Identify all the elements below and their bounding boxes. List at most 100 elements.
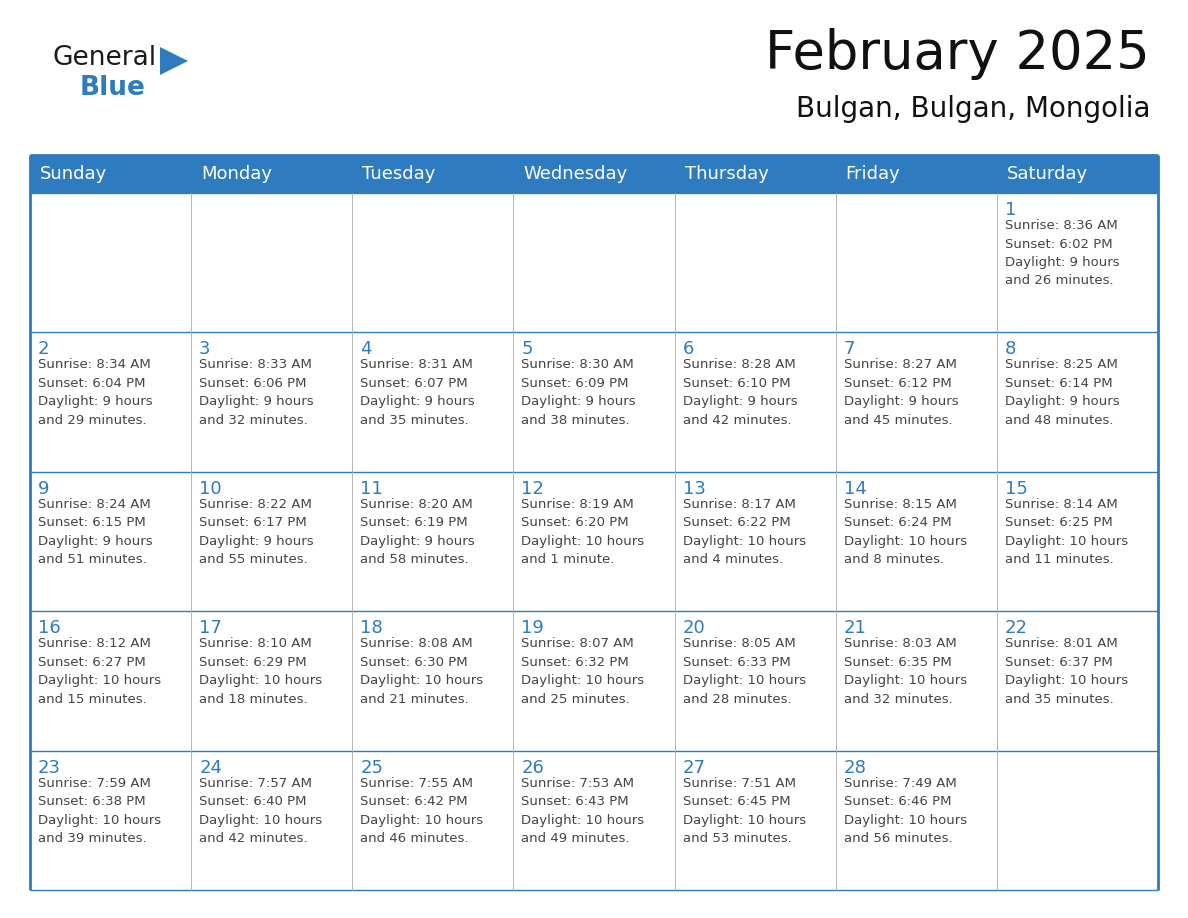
Bar: [353, 611, 513, 751]
Text: 7: 7: [843, 341, 855, 358]
Text: Sunrise: 7:49 AM
Sunset: 6:46 PM
Daylight: 10 hours
and 56 minutes.: Sunrise: 7:49 AM Sunset: 6:46 PM Dayligh…: [843, 777, 967, 845]
Text: Bulgan, Bulgan, Mongolia: Bulgan, Bulgan, Mongolia: [796, 95, 1150, 123]
Bar: [997, 155, 1158, 193]
Text: Sunrise: 8:01 AM
Sunset: 6:37 PM
Daylight: 10 hours
and 35 minutes.: Sunrise: 8:01 AM Sunset: 6:37 PM Dayligh…: [1005, 637, 1127, 706]
Text: 24: 24: [200, 758, 222, 777]
Text: Sunrise: 7:51 AM
Sunset: 6:45 PM
Daylight: 10 hours
and 53 minutes.: Sunrise: 7:51 AM Sunset: 6:45 PM Dayligh…: [683, 777, 805, 845]
Bar: [513, 193, 675, 332]
Bar: [30, 611, 191, 751]
Bar: [30, 332, 191, 472]
Bar: [353, 193, 513, 332]
Text: Sunrise: 8:05 AM
Sunset: 6:33 PM
Daylight: 10 hours
and 28 minutes.: Sunrise: 8:05 AM Sunset: 6:33 PM Dayligh…: [683, 637, 805, 706]
Bar: [513, 332, 675, 472]
Bar: [997, 472, 1158, 611]
Text: Sunrise: 8:14 AM
Sunset: 6:25 PM
Daylight: 10 hours
and 11 minutes.: Sunrise: 8:14 AM Sunset: 6:25 PM Dayligh…: [1005, 498, 1127, 566]
Text: 17: 17: [200, 620, 222, 637]
Text: Sunrise: 8:36 AM
Sunset: 6:02 PM
Daylight: 9 hours
and 26 minutes.: Sunrise: 8:36 AM Sunset: 6:02 PM Dayligh…: [1005, 219, 1119, 287]
Text: 9: 9: [38, 480, 50, 498]
Bar: [30, 193, 191, 332]
Bar: [835, 472, 997, 611]
Text: 18: 18: [360, 620, 383, 637]
Text: 3: 3: [200, 341, 210, 358]
Bar: [30, 751, 191, 890]
Text: Sunrise: 7:55 AM
Sunset: 6:42 PM
Daylight: 10 hours
and 46 minutes.: Sunrise: 7:55 AM Sunset: 6:42 PM Dayligh…: [360, 777, 484, 845]
Text: Sunrise: 8:27 AM
Sunset: 6:12 PM
Daylight: 9 hours
and 45 minutes.: Sunrise: 8:27 AM Sunset: 6:12 PM Dayligh…: [843, 358, 959, 427]
Text: 14: 14: [843, 480, 866, 498]
Bar: [353, 751, 513, 890]
Text: 4: 4: [360, 341, 372, 358]
Text: 21: 21: [843, 620, 866, 637]
Bar: [191, 193, 353, 332]
Text: 19: 19: [522, 620, 544, 637]
Text: 2: 2: [38, 341, 50, 358]
Bar: [353, 155, 513, 193]
Bar: [675, 751, 835, 890]
Bar: [997, 751, 1158, 890]
Bar: [835, 193, 997, 332]
Bar: [191, 472, 353, 611]
Bar: [675, 472, 835, 611]
Text: Sunrise: 7:53 AM
Sunset: 6:43 PM
Daylight: 10 hours
and 49 minutes.: Sunrise: 7:53 AM Sunset: 6:43 PM Dayligh…: [522, 777, 645, 845]
Bar: [353, 472, 513, 611]
Text: Sunrise: 8:33 AM
Sunset: 6:06 PM
Daylight: 9 hours
and 32 minutes.: Sunrise: 8:33 AM Sunset: 6:06 PM Dayligh…: [200, 358, 314, 427]
Text: Sunrise: 8:17 AM
Sunset: 6:22 PM
Daylight: 10 hours
and 4 minutes.: Sunrise: 8:17 AM Sunset: 6:22 PM Dayligh…: [683, 498, 805, 566]
Text: 12: 12: [522, 480, 544, 498]
Polygon shape: [160, 47, 188, 75]
Bar: [513, 155, 675, 193]
Bar: [675, 155, 835, 193]
Bar: [191, 155, 353, 193]
Text: Sunday: Sunday: [40, 165, 107, 183]
Text: 11: 11: [360, 480, 383, 498]
Bar: [835, 332, 997, 472]
Text: Sunrise: 8:12 AM
Sunset: 6:27 PM
Daylight: 10 hours
and 15 minutes.: Sunrise: 8:12 AM Sunset: 6:27 PM Dayligh…: [38, 637, 162, 706]
Bar: [675, 332, 835, 472]
Bar: [675, 611, 835, 751]
Text: 5: 5: [522, 341, 533, 358]
Text: Sunrise: 7:57 AM
Sunset: 6:40 PM
Daylight: 10 hours
and 42 minutes.: Sunrise: 7:57 AM Sunset: 6:40 PM Dayligh…: [200, 777, 322, 845]
Text: Sunrise: 7:59 AM
Sunset: 6:38 PM
Daylight: 10 hours
and 39 minutes.: Sunrise: 7:59 AM Sunset: 6:38 PM Dayligh…: [38, 777, 162, 845]
Text: 22: 22: [1005, 620, 1028, 637]
Text: 8: 8: [1005, 341, 1016, 358]
Text: 16: 16: [38, 620, 61, 637]
Text: 20: 20: [683, 620, 706, 637]
Text: 23: 23: [38, 758, 61, 777]
Text: Sunrise: 8:30 AM
Sunset: 6:09 PM
Daylight: 9 hours
and 38 minutes.: Sunrise: 8:30 AM Sunset: 6:09 PM Dayligh…: [522, 358, 636, 427]
Text: Thursday: Thursday: [684, 165, 769, 183]
Bar: [835, 155, 997, 193]
Bar: [191, 332, 353, 472]
Text: Friday: Friday: [846, 165, 901, 183]
Bar: [353, 332, 513, 472]
Bar: [191, 611, 353, 751]
Text: 27: 27: [683, 758, 706, 777]
Text: Sunrise: 8:07 AM
Sunset: 6:32 PM
Daylight: 10 hours
and 25 minutes.: Sunrise: 8:07 AM Sunset: 6:32 PM Dayligh…: [522, 637, 645, 706]
Text: 15: 15: [1005, 480, 1028, 498]
Text: Tuesday: Tuesday: [362, 165, 436, 183]
Text: Sunrise: 8:25 AM
Sunset: 6:14 PM
Daylight: 9 hours
and 48 minutes.: Sunrise: 8:25 AM Sunset: 6:14 PM Dayligh…: [1005, 358, 1119, 427]
Text: 10: 10: [200, 480, 222, 498]
Text: 28: 28: [843, 758, 866, 777]
Bar: [835, 611, 997, 751]
Bar: [835, 751, 997, 890]
Bar: [997, 611, 1158, 751]
Text: Sunrise: 8:19 AM
Sunset: 6:20 PM
Daylight: 10 hours
and 1 minute.: Sunrise: 8:19 AM Sunset: 6:20 PM Dayligh…: [522, 498, 645, 566]
Text: Sunrise: 8:28 AM
Sunset: 6:10 PM
Daylight: 9 hours
and 42 minutes.: Sunrise: 8:28 AM Sunset: 6:10 PM Dayligh…: [683, 358, 797, 427]
Text: General: General: [52, 45, 156, 71]
Text: Sunrise: 8:20 AM
Sunset: 6:19 PM
Daylight: 9 hours
and 58 minutes.: Sunrise: 8:20 AM Sunset: 6:19 PM Dayligh…: [360, 498, 475, 566]
Text: Wednesday: Wednesday: [524, 165, 627, 183]
Text: Sunrise: 8:24 AM
Sunset: 6:15 PM
Daylight: 9 hours
and 51 minutes.: Sunrise: 8:24 AM Sunset: 6:15 PM Dayligh…: [38, 498, 152, 566]
Text: Sunrise: 8:03 AM
Sunset: 6:35 PM
Daylight: 10 hours
and 32 minutes.: Sunrise: 8:03 AM Sunset: 6:35 PM Dayligh…: [843, 637, 967, 706]
Bar: [675, 193, 835, 332]
Text: 6: 6: [683, 341, 694, 358]
Text: February 2025: February 2025: [765, 28, 1150, 80]
Bar: [997, 193, 1158, 332]
Bar: [191, 751, 353, 890]
Text: 26: 26: [522, 758, 544, 777]
Text: Monday: Monday: [201, 165, 272, 183]
Bar: [997, 332, 1158, 472]
Bar: [513, 751, 675, 890]
Bar: [513, 472, 675, 611]
Text: 1: 1: [1005, 201, 1016, 219]
Text: Sunrise: 8:34 AM
Sunset: 6:04 PM
Daylight: 9 hours
and 29 minutes.: Sunrise: 8:34 AM Sunset: 6:04 PM Dayligh…: [38, 358, 152, 427]
Bar: [513, 611, 675, 751]
Text: Sunrise: 8:15 AM
Sunset: 6:24 PM
Daylight: 10 hours
and 8 minutes.: Sunrise: 8:15 AM Sunset: 6:24 PM Dayligh…: [843, 498, 967, 566]
